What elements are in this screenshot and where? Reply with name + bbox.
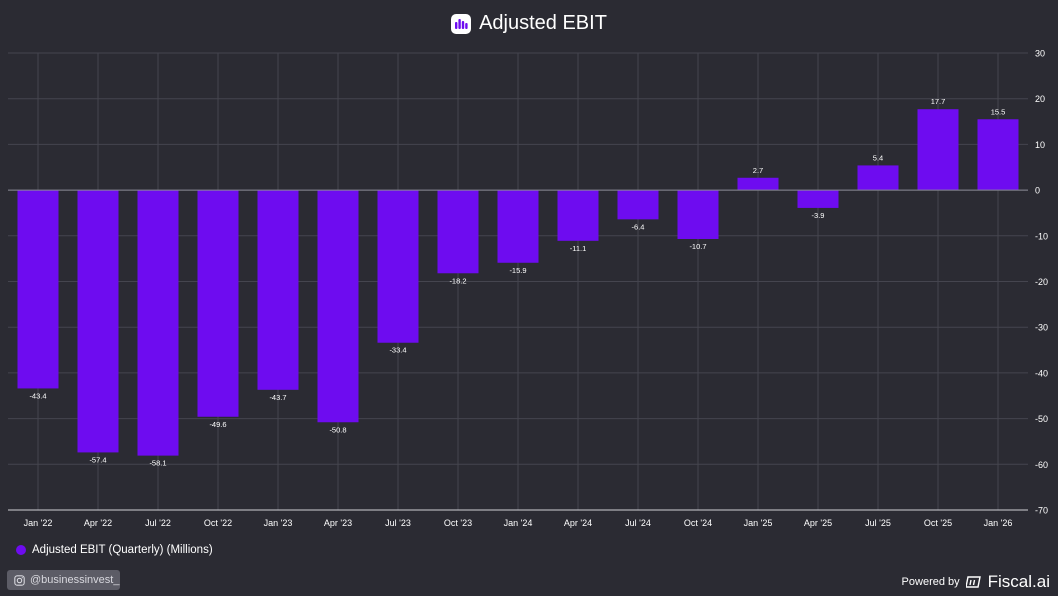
data-label: 5.4	[873, 153, 883, 162]
bar[interactable]	[317, 190, 359, 423]
bar[interactable]	[17, 190, 59, 389]
bar-chart: -43.4 -57.4 -58.1 -49.6 -43.7 -50.8 -33.4 -18.2…	[8, 49, 1048, 528]
data-label: -33.4	[389, 346, 406, 355]
social-handle-badge[interactable]: @businessinvest_	[7, 570, 120, 590]
data-label: -10.7	[689, 242, 706, 251]
data-label: 2.7	[753, 166, 763, 175]
y-tick-label: -40	[1035, 368, 1048, 378]
bar-chart-logo-icon	[451, 13, 472, 34]
data-label: -18.2	[449, 276, 466, 285]
data-label: -49.6	[209, 420, 226, 429]
x-tick-label: Oct '25	[924, 518, 952, 528]
bar[interactable]	[137, 190, 179, 456]
x-tick-label: Apr '24	[564, 518, 592, 528]
data-label: -57.4	[89, 455, 106, 464]
chart-title: Adjusted EBIT	[479, 12, 607, 34]
legend-marker	[16, 545, 26, 555]
bar[interactable]	[197, 190, 239, 417]
y-tick-label: 20	[1035, 94, 1045, 104]
x-tick-label: Oct '23	[444, 518, 472, 528]
bar[interactable]	[437, 190, 479, 274]
x-tick-label: Jul '23	[385, 518, 411, 528]
data-label: 17.7	[931, 97, 946, 106]
x-tick-label: Apr '23	[324, 518, 352, 528]
axes: 30 20 10 0 -10 -20 -30 -40 -50 -60 -70 Jan '22 Apr '…	[8, 49, 1048, 528]
instagram-icon	[14, 574, 25, 586]
data-label: -43.7	[269, 393, 286, 402]
bar[interactable]	[557, 190, 599, 241]
bar[interactable]	[497, 190, 539, 263]
bar[interactable]	[377, 190, 419, 343]
bar[interactable]	[617, 190, 659, 220]
bar[interactable]	[737, 177, 779, 191]
x-tick-label: Jul '24	[625, 518, 651, 528]
legend-label: Adjusted EBIT (Quarterly) (Millions)	[32, 544, 213, 556]
y-tick-label: -10	[1035, 231, 1048, 241]
x-tick-label: Jan '23	[264, 518, 293, 528]
x-tick-label: Jul '22	[145, 518, 171, 528]
y-tick-label: 30	[1035, 49, 1045, 59]
bar[interactable]	[857, 165, 899, 191]
bar[interactable]	[797, 190, 839, 208]
data-label: -11.1	[570, 244, 587, 253]
powered-by[interactable]: Powered by Fiscal.ai	[902, 572, 1050, 592]
y-tick-label: 10	[1035, 140, 1045, 150]
bar[interactable]	[257, 190, 299, 390]
chart-title-area: Adjusted EBIT	[0, 12, 1058, 35]
data-label: -50.8	[329, 425, 346, 434]
social-handle: @businessinvest_	[30, 574, 120, 586]
bar[interactable]	[77, 190, 119, 453]
x-tick-label: Jul '25	[865, 518, 891, 528]
powered-by-label: Powered by	[901, 576, 960, 588]
bar[interactable]	[917, 109, 959, 191]
data-label: -15.9	[509, 266, 526, 275]
x-tick-label: Jan '25	[744, 518, 773, 528]
data-label: -6.4	[632, 222, 645, 231]
data-label: -3.9	[812, 211, 825, 220]
data-labels: -43.4 -57.4 -58.1 -49.6 -43.7 -50.8 -33.4 -18.2…	[29, 97, 1005, 467]
y-tick-label: -70	[1035, 506, 1048, 516]
bars	[17, 109, 1019, 456]
y-tick-label: 0	[1035, 186, 1040, 196]
bar[interactable]	[677, 190, 719, 239]
data-label: -43.4	[29, 391, 46, 400]
brand-name: Fiscal.ai	[987, 572, 1050, 591]
y-tick-label: -50	[1035, 414, 1048, 424]
x-tick-label: Apr '25	[804, 518, 832, 528]
legend[interactable]: Adjusted EBIT (Quarterly) (Millions)	[16, 544, 213, 556]
data-label: 15.5	[991, 107, 1006, 116]
y-tick-label: -30	[1035, 323, 1048, 333]
x-tick-label: Jan '26	[984, 518, 1013, 528]
y-tick-label: -20	[1035, 277, 1048, 287]
x-tick-label: Oct '24	[684, 518, 712, 528]
x-tick-label: Apr '22	[84, 518, 112, 528]
x-tick-label: Jan '22	[24, 518, 53, 528]
data-label: -58.1	[149, 459, 166, 468]
y-tick-label: -60	[1035, 460, 1048, 470]
x-tick-label: Oct '22	[204, 518, 232, 528]
bar[interactable]	[977, 119, 1019, 191]
fiscal-logo-icon	[965, 576, 981, 588]
x-tick-label: Jan '24	[504, 518, 533, 528]
